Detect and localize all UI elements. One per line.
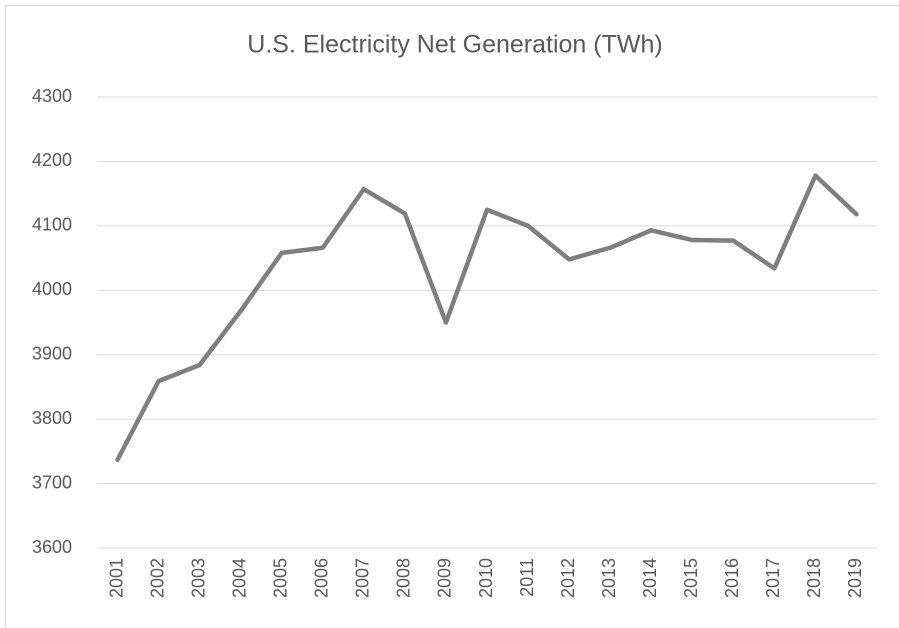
y-tick-label: 3700 (32, 472, 72, 492)
x-tick-label: 2019 (845, 558, 865, 598)
y-tick-label: 4200 (32, 150, 72, 170)
x-tick-label: 2006 (312, 558, 332, 598)
x-tick-label: 2012 (558, 558, 578, 598)
chart-title: U.S. Electricity Net Generation (TWh) (247, 31, 662, 59)
y-tick-label: 4300 (32, 86, 72, 106)
x-tick-label: 2008 (394, 558, 414, 598)
x-tick-label: 2005 (270, 558, 290, 598)
y-tick-label: 4000 (32, 279, 72, 299)
x-tick-label: 2007 (353, 558, 373, 598)
x-tick-label: 2002 (147, 558, 167, 598)
y-tick-label: 3800 (32, 408, 72, 428)
x-tick-label: 2015 (681, 558, 701, 598)
x-tick-label: 2011 (517, 558, 537, 597)
x-tick-label: 2013 (599, 558, 619, 598)
y-tick-label: 3600 (32, 537, 72, 557)
y-tick-label: 3900 (32, 343, 72, 363)
x-tick-label: 2009 (435, 558, 455, 598)
chart-border (5, 5, 899, 628)
x-tick-label: 2016 (722, 558, 742, 598)
x-tick-label: 2017 (763, 558, 783, 598)
x-tick-label: 2001 (106, 558, 126, 598)
y-tick-label: 4100 (32, 215, 72, 235)
x-tick-label: 2018 (804, 558, 824, 598)
x-tick-label: 2004 (229, 558, 249, 598)
data-line (115, 173, 859, 462)
x-tick-label: 2010 (476, 558, 496, 598)
x-tick-label: 2014 (640, 558, 660, 598)
x-tick-label: 2003 (188, 558, 208, 598)
